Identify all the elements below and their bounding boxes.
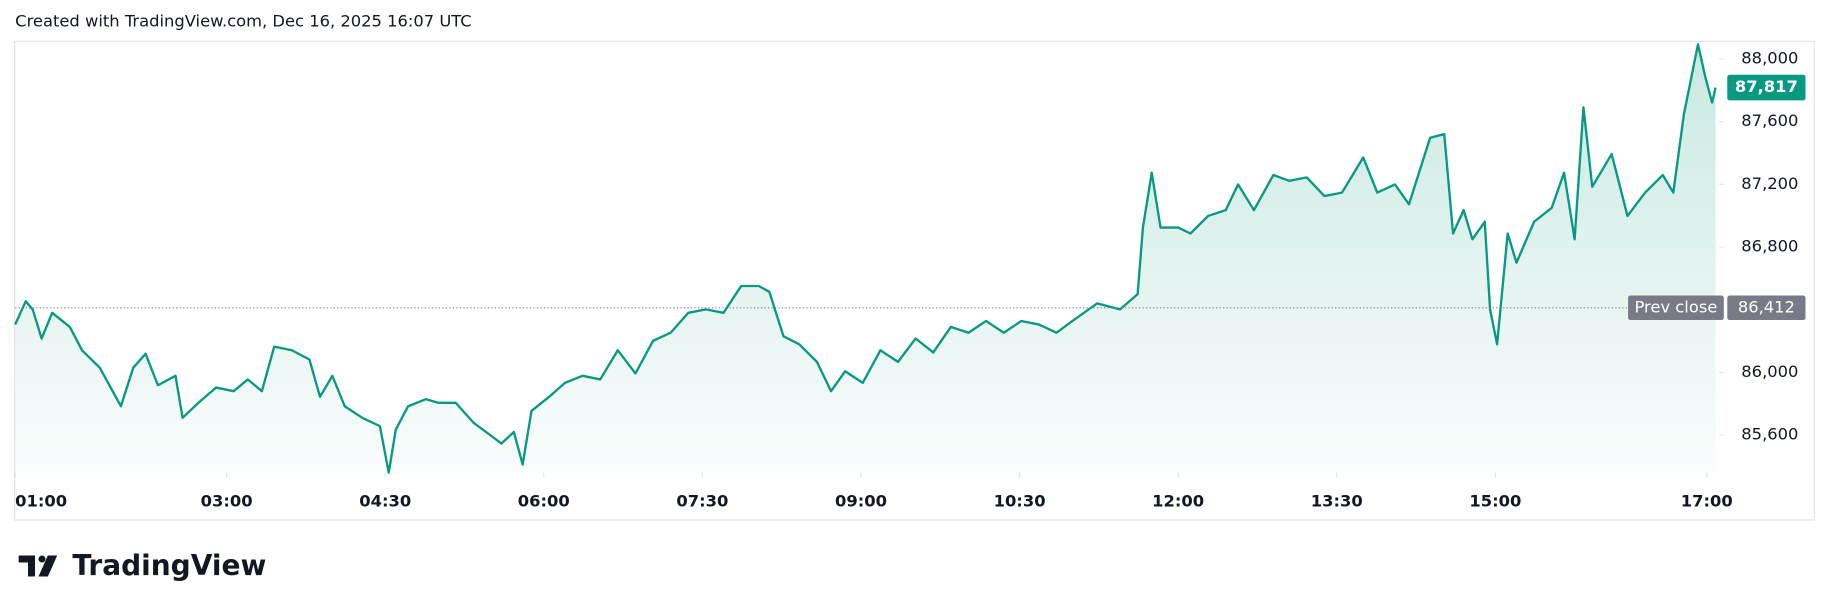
x-tick-label: 17:00 — [1681, 491, 1733, 510]
x-tick-label: 03:00 — [201, 491, 253, 510]
x-tick-label: 12:00 — [1152, 491, 1204, 510]
x-tick-label: 06:00 — [518, 491, 570, 510]
x-tick-label: 04:30 — [359, 491, 411, 510]
header-text: Created with TradingView.com, Dec 16, 20… — [15, 12, 472, 31]
area-fill — [15, 44, 1716, 473]
logo — [18, 555, 58, 577]
x-tick-label: 01:00 — [15, 491, 67, 510]
prev-close-value: 86,412 — [1738, 297, 1795, 316]
prev-close-tag — [1628, 295, 1724, 321]
prev-close-name: Prev close — [1635, 297, 1718, 316]
x-tick-label: 13:30 — [1311, 491, 1363, 510]
prev-close-badge — [1727, 295, 1806, 321]
y-tick-label: 86,000 — [1741, 362, 1798, 381]
y-tick-label: 87,200 — [1741, 174, 1798, 193]
x-tick-label: 07:30 — [676, 491, 728, 510]
last-price-value: 87,817 — [1735, 77, 1798, 96]
x-tick-label: 10:30 — [994, 491, 1046, 510]
x-tick-label: 15:00 — [1469, 491, 1521, 510]
last-price-badge — [1727, 74, 1806, 101]
y-tick-label: 88,000 — [1741, 48, 1798, 67]
brand-text: TradingView — [72, 549, 266, 582]
y-tick-label: 86,800 — [1741, 236, 1798, 255]
x-tick-label: 09:00 — [835, 491, 887, 510]
price-line — [14, 43, 1717, 474]
chart-frame — [14, 40, 1815, 521]
y-tick-label: 87,600 — [1741, 111, 1798, 130]
y-tick-label: 85,600 — [1741, 425, 1798, 444]
